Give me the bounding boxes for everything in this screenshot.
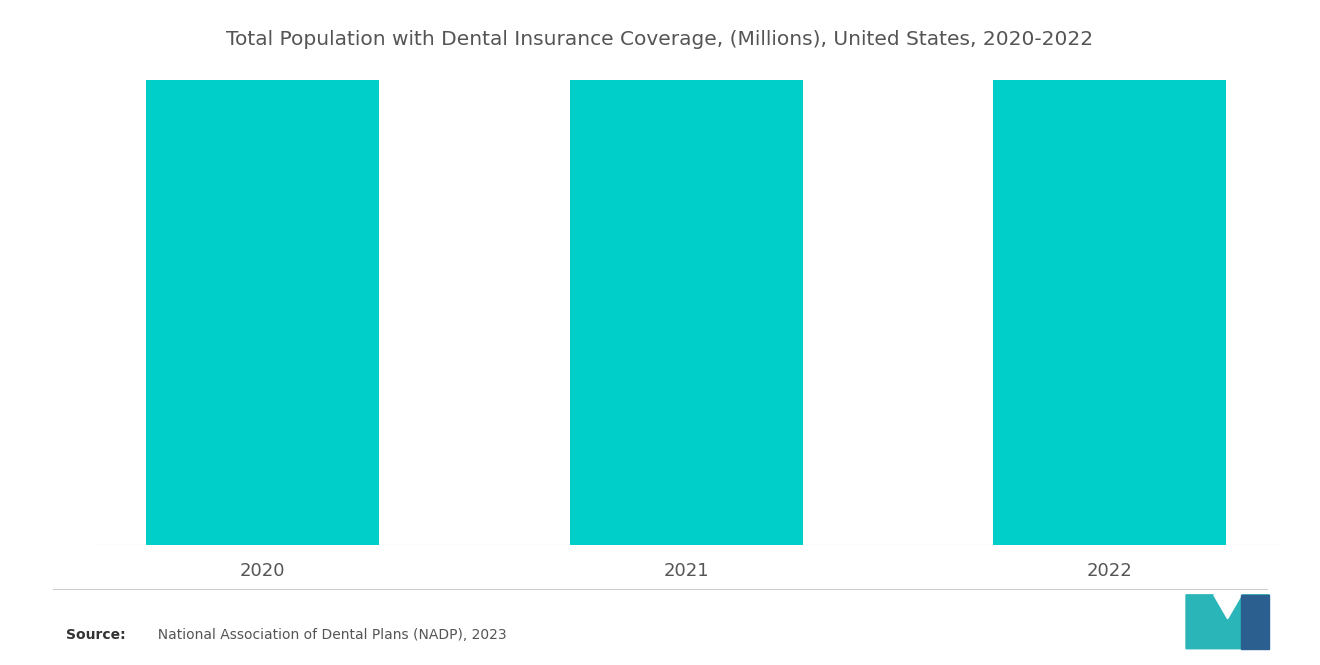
Text: Total Population with Dental Insurance Coverage, (Millions), United States, 2020: Total Population with Dental Insurance C… bbox=[227, 30, 1093, 49]
Text: Source:: Source: bbox=[66, 628, 125, 642]
Bar bbox=[994, 0, 1226, 545]
Bar bbox=[570, 0, 803, 545]
Polygon shape bbox=[1214, 595, 1241, 618]
Polygon shape bbox=[1185, 595, 1270, 649]
Text: National Association of Dental Plans (NADP), 2023: National Association of Dental Plans (NA… bbox=[149, 628, 507, 642]
Bar bbox=[147, 0, 379, 545]
Polygon shape bbox=[1241, 595, 1270, 649]
